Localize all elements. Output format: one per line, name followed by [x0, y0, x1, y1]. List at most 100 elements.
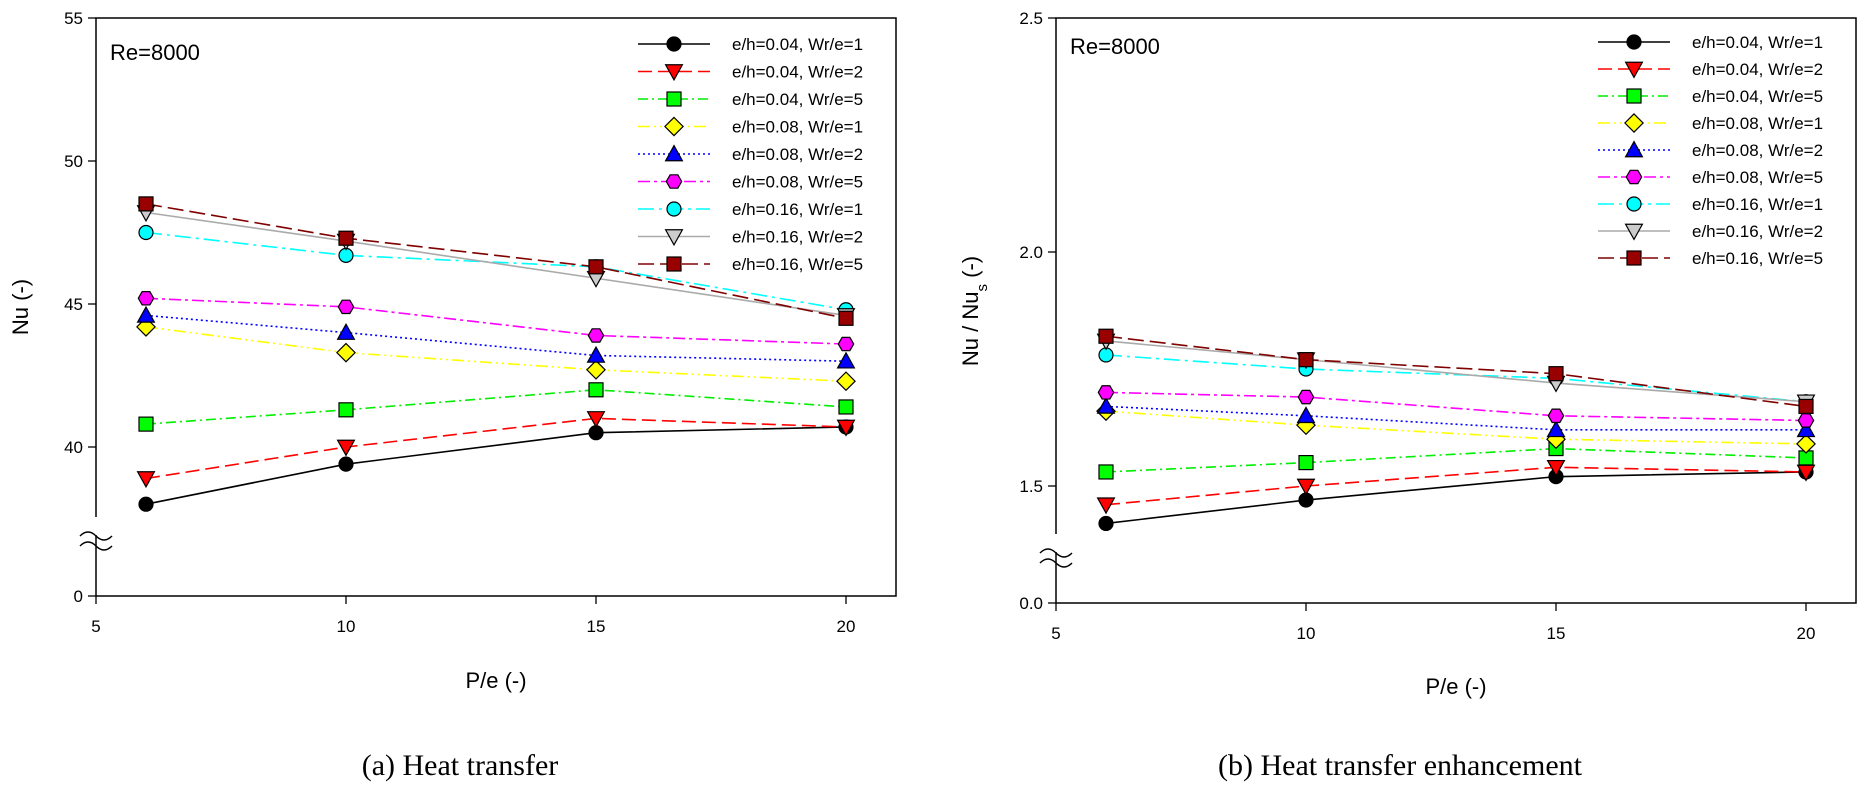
chart-b-x-axis-label: P/e (-): [1425, 674, 1486, 699]
chart-a-legend-label: e/h=0.16, Wr/e=2: [732, 228, 863, 247]
chart-b-axis-break-icon: [1039, 558, 1073, 568]
chart-b-legend-marker: [1624, 223, 1644, 241]
chart-a-data-point: [138, 224, 154, 241]
chart-b-legend-label: e/h=0.04, Wr/e=1: [1692, 33, 1823, 52]
chart-b-data-point: [1298, 455, 1314, 471]
chart-a-series-line-4: [145, 326, 847, 383]
chart-b-data-point: [1547, 408, 1565, 424]
chart-b-data-point: [1296, 406, 1316, 424]
chart-a-data-point: [138, 416, 154, 432]
chart-a-series-line-3: [145, 388, 847, 425]
chart-a-legend-label: e/h=0.08, Wr/e=2: [732, 145, 863, 164]
chart-b-data-point: [1098, 464, 1114, 480]
chart-a-legend-marker: [666, 201, 682, 217]
chart-b-y-axis-label-unit: (-): [958, 256, 983, 284]
chart-a-data-point: [587, 328, 605, 343]
chart-a-series-line-8: [145, 211, 847, 317]
chart-b-legend-label: e/h=0.08, Wr/e=2: [1692, 141, 1823, 160]
chart-b-series-line-6: [1105, 391, 1807, 422]
chart-b-legend-label: e/h=0.04, Wr/e=5: [1692, 87, 1823, 106]
chart-b-data-point: [1798, 398, 1814, 415]
chart-a-legend-label: e/h=0.16, Wr/e=5: [732, 255, 863, 274]
chart-a-legend-label: e/h=0.08, Wr/e=1: [732, 118, 863, 137]
chart-a-y-tick-label: 45: [64, 295, 83, 314]
chart-b-data-point: [1098, 515, 1114, 532]
chart-b-data-point: [1096, 497, 1116, 515]
chart-a-series-line-9: [145, 203, 847, 320]
chart-a-x-axis-label: P/e (-): [465, 668, 526, 693]
chart-a-series-line-2: [145, 417, 847, 480]
chart-b-y-tick-label: 1.5: [1019, 477, 1043, 496]
chart-b-data-point: [1548, 366, 1564, 382]
chart-a-legend-marker: [664, 116, 684, 137]
chart-b-y-axis-label: Nu / Nus (-): [958, 256, 991, 366]
chart-a-frame: [95, 17, 897, 597]
chart-b-series-line-9: [1105, 335, 1807, 408]
chart-b-legend-marker: [1624, 140, 1644, 158]
chart-b-data-point: [1546, 420, 1566, 438]
chart-b-frame: [1055, 17, 1857, 604]
chart-a-data-point: [138, 196, 154, 212]
chart-a-data-point: [337, 299, 355, 315]
chart-b-data-point: [1297, 389, 1315, 405]
chart-b-data-point: [1797, 413, 1815, 428]
chart-a-y-axis-label: Nu (-): [8, 279, 33, 335]
chart-b-series-line-1: [1105, 471, 1807, 525]
chart-b-y-tick-label: 2.0: [1019, 243, 1043, 262]
chart-a-data-point: [336, 322, 356, 340]
chart-a-legend-marker: [666, 36, 682, 52]
chart-b-series-line-4: [1105, 410, 1807, 445]
chart-a-legend-label: e/h=0.16, Wr/e=1: [732, 200, 863, 219]
chart-b-legend-marker: [1626, 196, 1642, 212]
chart-b-data-point: [1098, 328, 1114, 344]
chart-b-series-line-2: [1105, 466, 1807, 506]
chart-a-series-line-5: [145, 314, 847, 362]
chart-b-series-line-5: [1105, 405, 1806, 431]
chart-b-y-axis-label-main: Nu / Nu: [958, 292, 983, 367]
chart-b-legend-label: e/h=0.16, Wr/e=5: [1692, 249, 1823, 268]
chart-a-caption: (a) Heat transfer: [362, 749, 559, 782]
chart-a-data-point: [336, 439, 356, 457]
chart-b-legend-marker: [1625, 169, 1643, 185]
chart-b-data-point: [1296, 478, 1316, 496]
chart-a-data-point: [836, 419, 856, 437]
chart-a-data-point: [586, 411, 606, 429]
chart-a-y-tick-label: 40: [64, 438, 83, 457]
chart-b-x-tick-label: 5: [1051, 624, 1060, 643]
chart-a-legend-marker: [664, 229, 684, 247]
chart-a-series-line-7: [145, 231, 847, 311]
chart-a-data-point: [837, 336, 855, 352]
chart-b-caption: (b) Heat transfer enhancement: [1218, 749, 1583, 782]
chart-b-x-tick-label: 10: [1297, 624, 1316, 643]
chart-b-series-line-8: [1105, 340, 1807, 403]
chart-b-legend-label: e/h=0.04, Wr/e=2: [1692, 60, 1823, 79]
chart-b-legend-marker: [1626, 250, 1642, 266]
chart-a-data-point: [838, 310, 854, 326]
chart-a-data-point: [586, 359, 606, 380]
chart-b-axis-break-icon: [1039, 548, 1073, 558]
chart-a-legend-label: e/h=0.08, Wr/e=5: [732, 173, 863, 192]
chart-a-x-tick-label: 10: [337, 617, 356, 636]
chart-b-legend-marker: [1624, 61, 1644, 79]
chart-b-legend-label: e/h=0.08, Wr/e=1: [1692, 114, 1823, 133]
chart-b-data-point: [1298, 352, 1314, 368]
chart-a-data-point: [138, 496, 154, 512]
chart-a-x-tick-label: 20: [837, 617, 856, 636]
chart-a-series-line-1: [145, 426, 847, 505]
chart-b-data-point: [1546, 459, 1566, 477]
chart-a-series-line-6: [145, 297, 847, 345]
chart-a-data-point: [338, 402, 354, 418]
chart-a-y-tick-label: 55: [64, 9, 83, 28]
chart-b-data-point: [1796, 433, 1816, 454]
chart-a-legend-marker: [665, 174, 683, 189]
chart-a-x-tick-label: 15: [587, 617, 606, 636]
chart-b-x-tick-label: 15: [1547, 624, 1566, 643]
chart-a-y-tick-label: 0: [74, 587, 83, 606]
chart-b-legend-marker: [1626, 34, 1642, 50]
chart-a-legend-marker: [666, 256, 682, 272]
chart-a-legend-marker: [664, 64, 684, 82]
chart-b-annotation: Re=8000: [1070, 34, 1160, 59]
chart-a-data-point: [588, 382, 604, 398]
chart-b-data-point: [1097, 385, 1115, 400]
chart-b-legend-marker: [1626, 88, 1642, 104]
